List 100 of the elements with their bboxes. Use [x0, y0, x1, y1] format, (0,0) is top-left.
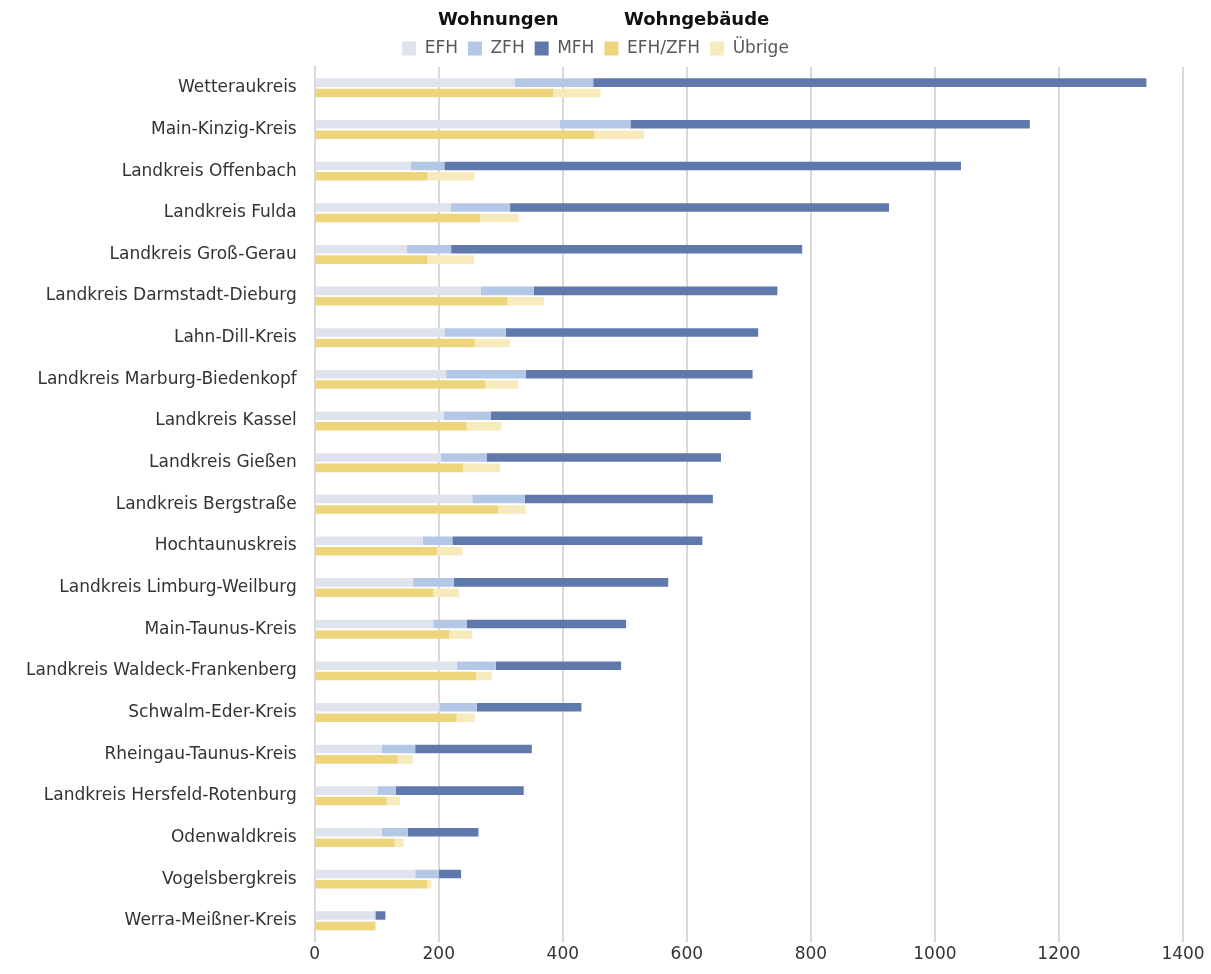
bar — [397, 755, 413, 764]
bar — [495, 661, 622, 670]
x-tick-label: 0 — [309, 943, 321, 964]
bar — [315, 921, 375, 931]
bar — [315, 244, 407, 254]
bar — [438, 869, 462, 879]
bar — [451, 244, 803, 254]
bar — [515, 78, 594, 87]
bar — [433, 588, 460, 598]
bar — [315, 172, 428, 181]
bar — [593, 78, 1147, 87]
legend-label: MFH — [557, 36, 595, 57]
legend-label: EFH/ZFH — [626, 36, 701, 57]
y-tick-label: Landkreis Marburg-Biedenkopf — [37, 367, 298, 388]
bar — [426, 880, 432, 889]
bar — [315, 671, 476, 681]
bar — [406, 244, 452, 254]
bar — [381, 744, 416, 754]
legend-label: ZFH — [490, 36, 525, 57]
bar — [315, 297, 507, 306]
y-tick-label: Rheingau-Taunus-Kreis — [104, 742, 297, 763]
bar — [315, 880, 427, 889]
y-tick-label: Landkreis Waldeck-Frankenberg — [25, 659, 297, 680]
bar — [315, 453, 441, 462]
y-tick-label: Vogelsbergkreis — [161, 867, 297, 888]
bar — [553, 88, 601, 98]
bar — [375, 911, 386, 920]
bar — [315, 796, 387, 806]
bar — [427, 172, 475, 181]
bar — [630, 120, 1030, 129]
bar — [315, 463, 463, 473]
bar — [315, 328, 445, 337]
bar — [315, 88, 554, 98]
y-tick-label: Hochtaunuskreis — [154, 534, 297, 555]
bar — [422, 536, 453, 546]
bar — [533, 286, 778, 296]
bar — [315, 130, 595, 139]
legend-label: EFH — [424, 36, 458, 57]
bar — [315, 744, 382, 754]
bar — [315, 505, 499, 514]
bar — [315, 421, 467, 431]
text: Wohngebäude — [623, 8, 770, 29]
bar — [450, 203, 511, 212]
bar — [427, 255, 475, 264]
y-tick-label: Main-Kinzig-Kreis — [150, 117, 297, 138]
bar — [559, 120, 631, 129]
y-tick-label: Odenwaldkreis — [170, 825, 297, 846]
bar — [315, 536, 423, 546]
bar — [377, 786, 396, 795]
bar — [315, 286, 481, 296]
bar — [485, 380, 519, 389]
bar — [506, 297, 545, 306]
text: Wohnungen — [437, 8, 559, 29]
x-tick-label: 1400 — [1161, 943, 1205, 964]
bar — [315, 546, 437, 556]
bar — [456, 713, 475, 723]
bar — [490, 411, 751, 421]
bar — [472, 494, 525, 504]
bar — [456, 661, 496, 670]
x-tick-label: 200 — [422, 943, 455, 964]
bar — [453, 578, 669, 587]
x-tick-label: 800 — [794, 943, 828, 964]
bar — [315, 588, 434, 598]
bar — [386, 796, 400, 806]
bar — [444, 161, 961, 171]
bar — [315, 338, 475, 348]
y-tick-label: Landkreis Bergstraße — [115, 492, 297, 513]
bar — [498, 505, 526, 514]
y-tick-label: Landkreis Hersfeld-Rotenburg — [43, 784, 297, 805]
bar — [466, 619, 627, 629]
bar — [415, 869, 439, 879]
bar — [315, 630, 450, 639]
bar — [474, 338, 511, 348]
bar — [315, 411, 444, 421]
bar — [395, 786, 524, 795]
bar — [475, 671, 493, 681]
y-tick-label: Landkreis Darmstadt-Dieburg — [45, 284, 297, 305]
x-tick-label: 1200 — [1037, 943, 1081, 964]
y-tick-label: Werra-Meißner-Kreis — [124, 909, 297, 930]
bar — [315, 255, 428, 264]
bar — [594, 130, 645, 139]
bar — [315, 713, 457, 723]
bar — [415, 744, 532, 754]
bar — [439, 703, 477, 712]
y-tick-label: Schwalm-Eder-Kreis — [128, 700, 297, 721]
bar — [524, 494, 713, 504]
y-tick-label: Landkreis Limburg-Weilburg — [59, 576, 297, 597]
bar — [315, 203, 451, 212]
bar — [315, 786, 378, 795]
y-tick-label: Landkreis Groß-Gerau — [109, 242, 297, 263]
bar — [394, 838, 404, 847]
bar — [315, 120, 560, 129]
bar — [462, 463, 501, 473]
y-tick-label: Wetteraukreis — [177, 76, 297, 97]
bar — [433, 619, 467, 629]
x-tick-label: 1000 — [913, 943, 957, 964]
bar — [505, 328, 759, 337]
bar — [410, 161, 445, 171]
bar — [315, 661, 457, 670]
bar — [476, 703, 582, 712]
